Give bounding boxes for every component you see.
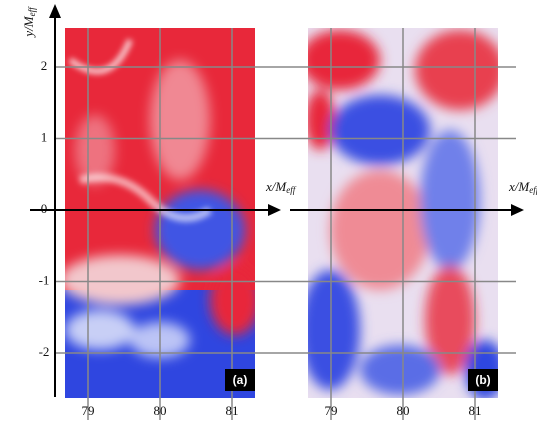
x-axis-label-main: x/M bbox=[508, 179, 530, 194]
x-tick-label: 79 bbox=[82, 403, 95, 418]
x-tick-label: 80 bbox=[154, 403, 167, 418]
y-tick-label: -2 bbox=[39, 344, 50, 359]
panel-label: (b) bbox=[475, 373, 490, 387]
y-tick-label: 2 bbox=[41, 58, 48, 73]
y-tick-label: -1 bbox=[39, 272, 50, 287]
x-tick-label: 79 bbox=[325, 403, 338, 418]
y-axis-arrow bbox=[49, 4, 61, 18]
x-tick-label: 81 bbox=[469, 403, 482, 418]
panel-label: (a) bbox=[233, 373, 248, 387]
y-axis-label: y/Meff bbox=[21, 6, 37, 39]
figure: 210-1-2y/Meff798081x/Meff(a)798081x/Meff… bbox=[0, 0, 537, 434]
x-axis-label: x/Meff bbox=[265, 179, 297, 195]
x-axis-label: x/Meff bbox=[508, 179, 537, 195]
y-tick-label: 1 bbox=[41, 129, 48, 144]
x-tick-label: 81 bbox=[226, 403, 239, 418]
x-axis-label-sub: eff bbox=[286, 185, 296, 195]
x-tick-label: 80 bbox=[397, 403, 410, 418]
y-axis-label-main: y/M bbox=[21, 15, 36, 38]
x-axis-label-main: x/M bbox=[265, 179, 287, 194]
x-axis-arrow bbox=[268, 204, 281, 216]
x-axis-label-sub: eff bbox=[529, 185, 537, 195]
y-tick-label: 0 bbox=[41, 201, 48, 216]
y-axis-label-sub: eff bbox=[27, 6, 37, 16]
x-axis-arrow bbox=[511, 204, 524, 216]
